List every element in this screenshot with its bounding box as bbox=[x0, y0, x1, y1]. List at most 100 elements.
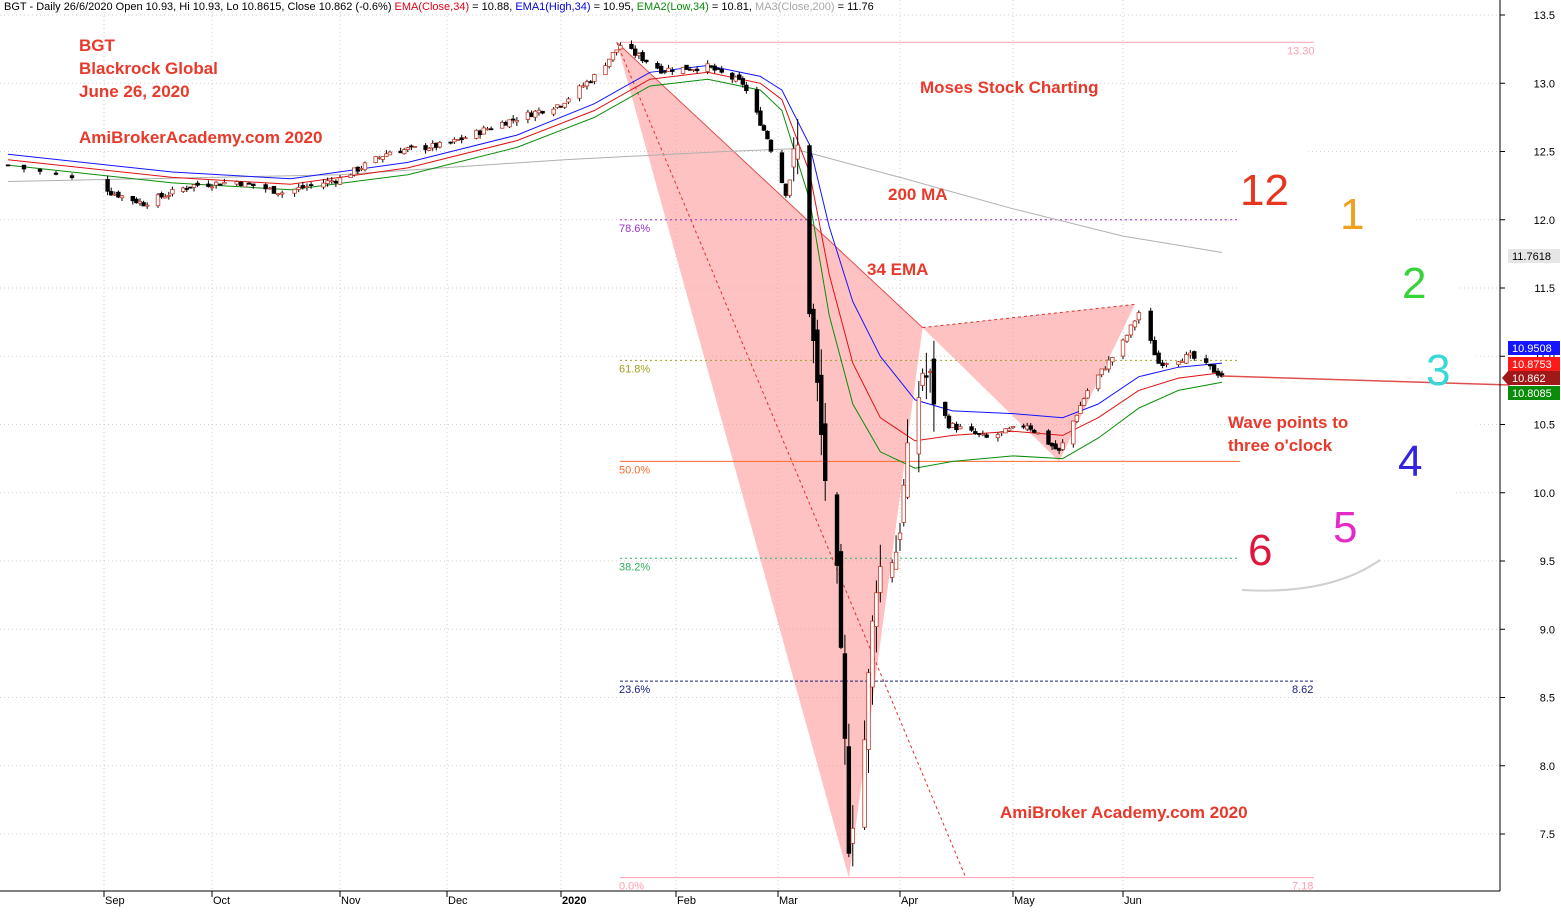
wave-direction-line bbox=[1221, 375, 1511, 386]
candlestick bbox=[980, 430, 986, 437]
candle-body bbox=[510, 118, 516, 121]
candle-body bbox=[754, 89, 760, 113]
candle-body bbox=[1207, 363, 1213, 367]
candlestick bbox=[566, 97, 571, 105]
candlestick bbox=[889, 559, 895, 583]
candlestick bbox=[740, 76, 746, 88]
x-tick-label: Apr bbox=[901, 895, 918, 907]
price-tag-bg bbox=[1508, 357, 1560, 371]
candle-body bbox=[423, 145, 428, 151]
candlestick bbox=[69, 173, 75, 180]
candle-body bbox=[242, 181, 248, 188]
candle-body bbox=[684, 64, 689, 70]
candlestick bbox=[893, 535, 899, 570]
candlestick bbox=[927, 368, 933, 393]
candle-body bbox=[969, 426, 974, 431]
header-ema2-label: EMA2(Low,34) bbox=[636, 1, 709, 13]
candle-body bbox=[842, 653, 848, 739]
candle-body bbox=[384, 153, 389, 157]
candlestick bbox=[1078, 401, 1083, 415]
candle-body bbox=[927, 370, 933, 373]
candlestick bbox=[195, 180, 200, 188]
candle-body bbox=[870, 620, 875, 688]
candlestick bbox=[304, 183, 310, 191]
clock-number-5: 5 bbox=[1333, 503, 1358, 552]
candlestick bbox=[209, 183, 215, 191]
candlestick bbox=[434, 142, 439, 151]
candle-body bbox=[134, 198, 139, 204]
candle-body bbox=[398, 150, 403, 154]
candle-body bbox=[1074, 414, 1080, 422]
candle-body bbox=[1180, 360, 1185, 363]
candle-body bbox=[184, 188, 189, 190]
candlestick bbox=[401, 148, 407, 155]
candle-body bbox=[459, 137, 464, 141]
candle-body bbox=[658, 65, 664, 74]
candle-body bbox=[155, 194, 161, 207]
candle-body bbox=[401, 149, 407, 155]
candlestick bbox=[159, 191, 164, 199]
candlestick bbox=[1120, 338, 1126, 360]
candlestick bbox=[37, 168, 43, 175]
candlestick bbox=[1074, 414, 1080, 423]
candle-body bbox=[1184, 354, 1189, 364]
candle-body bbox=[507, 119, 512, 128]
candlestick bbox=[300, 181, 306, 190]
candlestick bbox=[1207, 363, 1213, 370]
candle-body bbox=[1024, 425, 1030, 430]
candlestick bbox=[916, 381, 922, 473]
candlestick bbox=[362, 161, 368, 172]
candle-body bbox=[1215, 370, 1221, 376]
harmonic-xab-triangle bbox=[616, 42, 923, 878]
candle-body bbox=[21, 164, 27, 170]
candlestick bbox=[321, 179, 326, 190]
candlestick bbox=[946, 413, 952, 430]
candle-body bbox=[920, 372, 925, 386]
candlestick bbox=[984, 433, 989, 439]
candlestick bbox=[691, 68, 696, 72]
candlestick bbox=[188, 186, 193, 189]
candle-body bbox=[577, 85, 582, 99]
candlestick bbox=[459, 134, 464, 144]
candlestick bbox=[116, 190, 121, 199]
candle-body bbox=[1176, 361, 1181, 366]
candlestick bbox=[155, 193, 161, 208]
candle-body bbox=[716, 68, 721, 70]
candle-body bbox=[329, 180, 334, 183]
candlestick bbox=[1203, 354, 1209, 365]
candle-body bbox=[1136, 312, 1142, 321]
candle-body bbox=[562, 102, 567, 108]
candle-body bbox=[112, 193, 117, 196]
candlestick bbox=[640, 50, 645, 64]
candle-body bbox=[234, 181, 239, 185]
candlestick bbox=[474, 129, 479, 140]
candlestick bbox=[862, 720, 867, 831]
candlestick bbox=[398, 147, 403, 154]
candle-body bbox=[209, 186, 215, 189]
candle-body bbox=[603, 65, 608, 76]
candlestick bbox=[21, 164, 27, 173]
candle-body bbox=[1081, 398, 1087, 406]
candle-body bbox=[1028, 425, 1033, 430]
annotation-site-bottom: AmiBroker Academy.com 2020 bbox=[1000, 803, 1248, 822]
candle-body bbox=[426, 147, 432, 151]
fib-right-label: 7.18 bbox=[1292, 881, 1313, 893]
candle-body bbox=[1124, 334, 1130, 342]
candle-body bbox=[246, 182, 252, 185]
candlestick bbox=[1099, 368, 1104, 378]
candlestick bbox=[733, 75, 738, 83]
candle-body bbox=[644, 59, 649, 63]
candlestick bbox=[551, 107, 556, 117]
candle-body bbox=[1128, 324, 1134, 336]
candlestick bbox=[588, 80, 593, 84]
candlestick bbox=[976, 433, 982, 438]
candlestick bbox=[213, 181, 219, 189]
candlestick bbox=[529, 110, 534, 118]
candle-body bbox=[166, 194, 171, 197]
candle-body bbox=[758, 110, 763, 126]
candle-body bbox=[251, 183, 256, 187]
candle-body bbox=[1188, 352, 1193, 356]
candle-body bbox=[558, 105, 564, 108]
candle-body bbox=[463, 137, 468, 140]
candlestick bbox=[1184, 351, 1189, 364]
